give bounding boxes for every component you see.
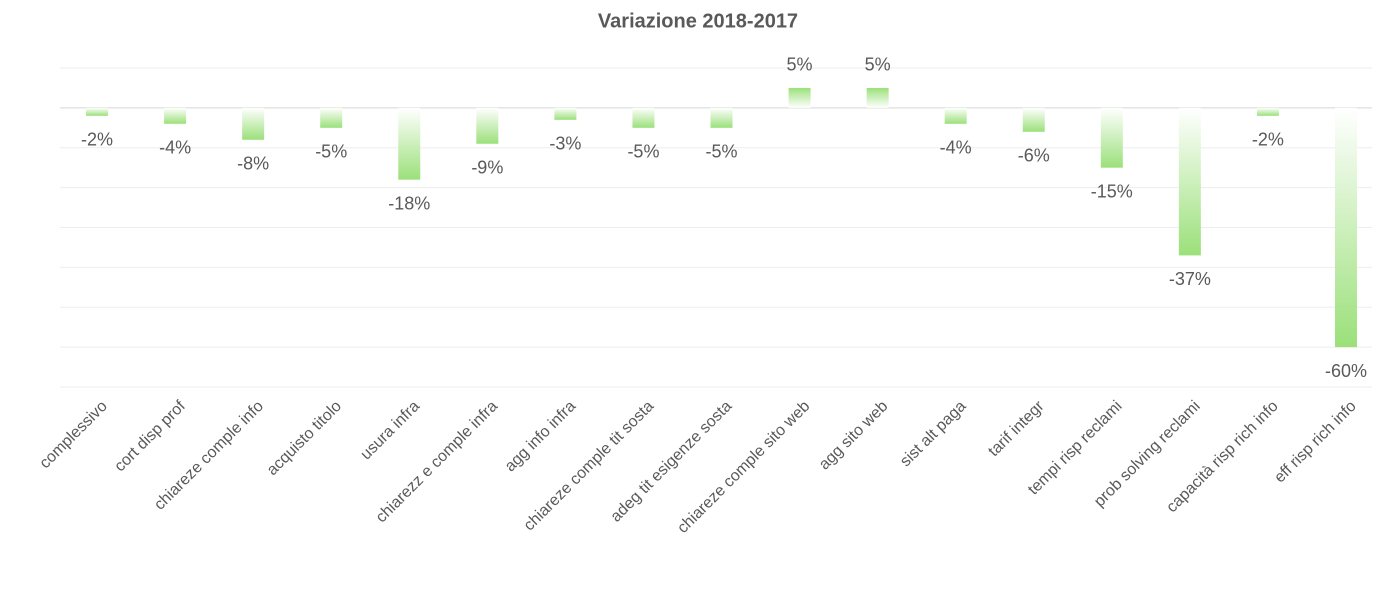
data-label: -2%: [81, 130, 113, 150]
x-tick-label: sist alt paga: [897, 398, 969, 470]
bar: [1334, 107, 1357, 348]
data-label: 5%: [787, 55, 813, 75]
bar: [86, 107, 109, 116]
bar: [1178, 107, 1201, 256]
bar: [1100, 107, 1123, 168]
bar: [788, 87, 811, 108]
bar: [164, 107, 187, 124]
bar: [242, 107, 265, 140]
data-label: -5%: [315, 142, 347, 162]
data-label: -60%: [1325, 361, 1367, 381]
bar: [554, 107, 577, 120]
data-label: -18%: [388, 193, 430, 213]
bar: [866, 87, 889, 108]
data-label: -6%: [1018, 146, 1050, 166]
x-tick-label: chiareze comple tit sosta: [521, 398, 658, 535]
data-label: -37%: [1169, 269, 1211, 289]
bar: [632, 107, 655, 128]
data-label: -4%: [940, 138, 972, 158]
chart-title: Variazione 2018-2017: [598, 10, 798, 32]
bar: [710, 107, 733, 128]
bar: [1022, 107, 1045, 132]
data-label: 5%: [865, 55, 891, 75]
bar: [944, 107, 967, 124]
x-tick-label: chiareze comple sito web: [674, 398, 813, 537]
x-tick-label: complessivo: [37, 398, 111, 472]
x-tick-label: agg sito web: [816, 398, 892, 474]
x-tick-label: tarif integr: [985, 397, 1048, 460]
x-tick-label: acquisto titolo: [264, 398, 345, 479]
x-tick-label: cort disp prof: [111, 397, 189, 475]
bar: [320, 107, 343, 128]
data-label: -2%: [1252, 130, 1284, 150]
data-label: -5%: [627, 142, 659, 162]
bar: [476, 107, 499, 144]
data-label: -8%: [237, 154, 269, 174]
data-label: -9%: [471, 158, 503, 178]
data-label: -5%: [706, 142, 738, 162]
bar: [1256, 107, 1279, 116]
data-label: -4%: [159, 138, 191, 158]
x-tick-label: agg info infra: [502, 398, 580, 476]
x-tick-label: eff risp rich info: [1271, 398, 1360, 487]
data-label: -3%: [549, 134, 581, 154]
bar: [398, 107, 421, 180]
x-tick-label: usura infra: [358, 398, 424, 464]
data-label: -15%: [1091, 181, 1133, 201]
